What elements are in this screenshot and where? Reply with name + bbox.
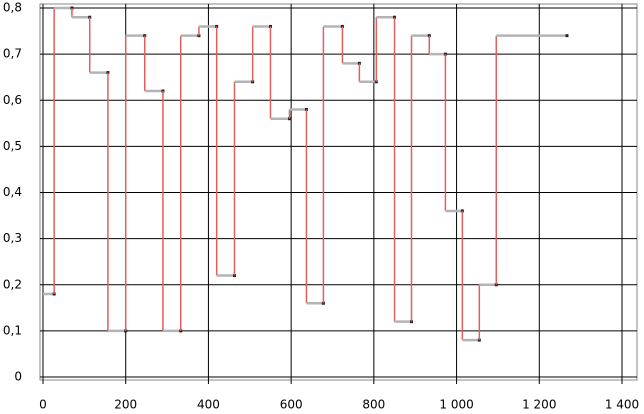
y-tick-label: 0,3 — [3, 231, 22, 245]
y-tick-label: 0,6 — [3, 93, 22, 107]
x-tick-label: 200 — [114, 398, 137, 412]
y-tick-label: 0,4 — [3, 185, 22, 199]
y-tick-label: 0,5 — [3, 139, 22, 153]
y-tick-label: 0 — [14, 370, 22, 384]
x-tick-label: 0 — [39, 398, 47, 412]
y-tick-label: 0,1 — [3, 323, 22, 337]
x-tick-label: 1 000 — [439, 398, 473, 412]
point — [565, 34, 569, 38]
x-tick-label: 600 — [280, 398, 303, 412]
x-tick-label: 1 400 — [605, 398, 639, 412]
y-tick-label: 0,8 — [3, 1, 22, 15]
y-tick-label: 0,7 — [3, 47, 22, 61]
x-tick-label: 800 — [362, 398, 385, 412]
x-tick-label: 400 — [197, 398, 220, 412]
x-tick-label: 1 200 — [522, 398, 556, 412]
y-tick-label: 0,2 — [3, 277, 22, 291]
